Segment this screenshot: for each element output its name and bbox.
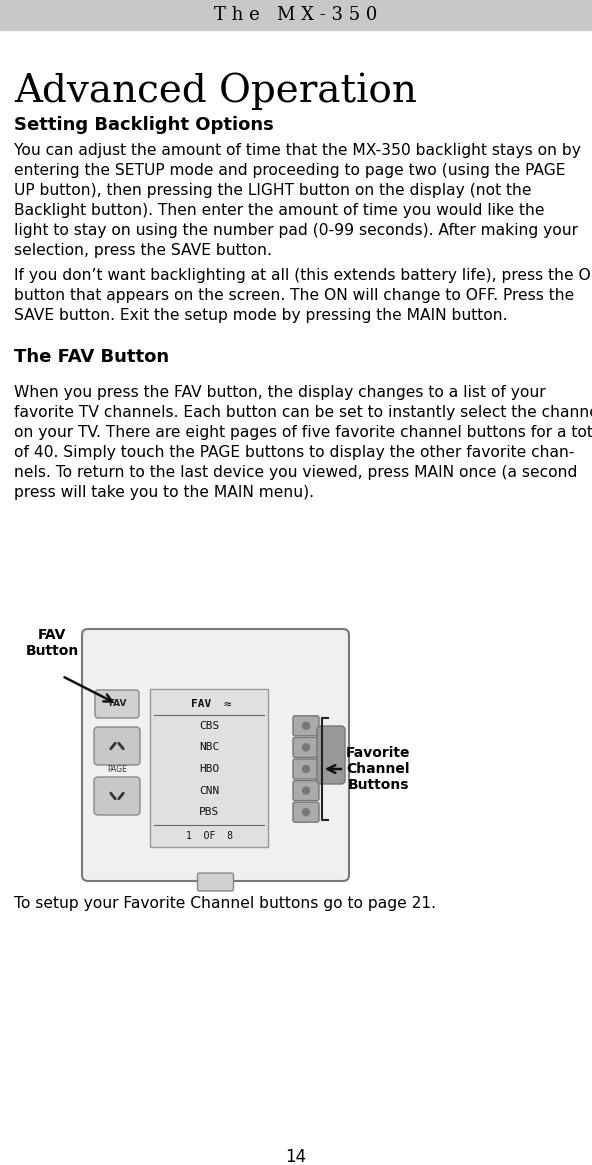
Circle shape	[303, 788, 310, 795]
Text: FAV: FAV	[108, 699, 126, 708]
FancyBboxPatch shape	[94, 777, 140, 816]
Text: PAGE: PAGE	[107, 764, 127, 774]
FancyBboxPatch shape	[293, 737, 319, 757]
FancyBboxPatch shape	[95, 690, 139, 718]
Text: Setting Backlight Options: Setting Backlight Options	[14, 116, 274, 134]
Text: When you press the FAV button, the display changes to a list of your
favorite TV: When you press the FAV button, the displ…	[14, 384, 592, 500]
FancyBboxPatch shape	[293, 715, 319, 736]
Circle shape	[303, 765, 310, 772]
Text: 14: 14	[285, 1148, 307, 1165]
Text: T h e   M X - 3 5 0: T h e M X - 3 5 0	[214, 6, 378, 24]
Text: FAV
Button: FAV Button	[25, 628, 79, 658]
Text: PBS: PBS	[199, 807, 219, 817]
FancyBboxPatch shape	[317, 726, 345, 784]
Text: To setup your Favorite Channel buttons go to page 21.: To setup your Favorite Channel buttons g…	[14, 896, 436, 911]
FancyBboxPatch shape	[293, 781, 319, 800]
Circle shape	[303, 722, 310, 729]
FancyBboxPatch shape	[198, 873, 233, 891]
Bar	[150, 689, 268, 847]
Text: Favorite
Channel
Buttons: Favorite Channel Buttons	[346, 746, 410, 792]
Text: CNN: CNN	[199, 785, 219, 796]
FancyBboxPatch shape	[293, 803, 319, 822]
Text: CBS: CBS	[199, 721, 219, 730]
Text: HBO: HBO	[199, 764, 219, 774]
Text: Advanced Operation: Advanced Operation	[14, 72, 417, 110]
Circle shape	[303, 744, 310, 751]
Text: The FAV Button: The FAV Button	[14, 348, 169, 366]
FancyBboxPatch shape	[293, 760, 319, 779]
Text: If you don’t want backlighting at all (this extends battery life), press the ON
: If you don’t want backlighting at all (t…	[14, 268, 592, 323]
Text: 1  OF  8: 1 OF 8	[185, 831, 233, 841]
Bar	[0, 0, 592, 30]
Text: You can adjust the amount of time that the MX-350 backlight stays on by
entering: You can adjust the amount of time that t…	[14, 143, 581, 259]
FancyBboxPatch shape	[82, 629, 349, 881]
Circle shape	[303, 809, 310, 816]
FancyBboxPatch shape	[94, 727, 140, 765]
Text: NBC: NBC	[199, 742, 219, 753]
Text: FAV: FAV	[191, 699, 211, 709]
Text: ≈: ≈	[223, 698, 231, 711]
